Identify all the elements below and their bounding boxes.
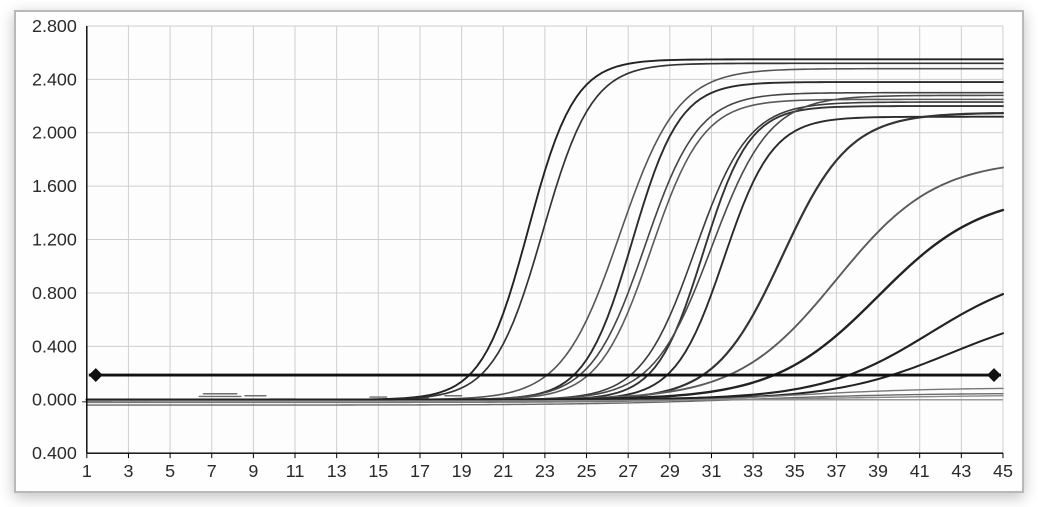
x-tick-label: 43 [951, 461, 971, 481]
y-tick-label: 2.800 [32, 16, 77, 36]
y-tick-label: 2.400 [32, 69, 77, 89]
y-tick-label: 0.000 [32, 390, 77, 410]
y-tick-label: 2.000 [32, 123, 77, 143]
x-tick-label: 29 [660, 461, 680, 481]
x-tick-label: 21 [493, 461, 513, 481]
x-tick-label: 19 [452, 461, 472, 481]
x-tick-label: 41 [910, 461, 930, 481]
x-tick-label: 3 [123, 461, 133, 481]
x-tick-label: 7 [207, 461, 217, 481]
x-tick-label: 27 [618, 461, 638, 481]
x-tick-label: 13 [327, 461, 347, 481]
x-tick-label: 45 [993, 461, 1013, 481]
x-tick-label: 37 [826, 461, 846, 481]
x-tick-label: 31 [702, 461, 722, 481]
chart-container: 0.400 0.000 0.400 0.800 1.200 1.600 2.000 2.400… [0, 0, 1038, 507]
y-tick-labels: 0.400 0.000 0.400 0.800 1.200 1.600 2.000 2.400… [32, 16, 77, 463]
x-tick-label: 9 [248, 461, 258, 481]
y-tick-label: 1.600 [32, 176, 77, 196]
x-tick-label: 1 [82, 461, 92, 481]
x-tick-label: 11 [286, 461, 305, 481]
amplification-chart: 0.400 0.000 0.400 0.800 1.200 1.600 2.000 2.400… [16, 12, 1022, 491]
x-tick-label: 17 [410, 461, 430, 481]
x-tick-label: 15 [368, 461, 388, 481]
y-tick-label: 0.400 [32, 336, 77, 356]
x-tick-label: 39 [868, 461, 888, 481]
x-tick-label: 23 [535, 461, 555, 481]
y-tick-label: 0.400 [32, 443, 77, 463]
x-tick-label: 35 [785, 461, 805, 481]
y-tick-label: 1.200 [32, 230, 77, 250]
x-tick-label: 5 [165, 461, 175, 481]
y-tick-label: 0.800 [32, 283, 77, 303]
chart-card: 0.400 0.000 0.400 0.800 1.200 1.600 2.000 2.400… [14, 10, 1024, 493]
x-tick-label: 33 [743, 461, 763, 481]
x-tick-labels: 1357911131517192123252729313335373941434… [82, 453, 1013, 481]
x-tick-label: 25 [577, 461, 597, 481]
